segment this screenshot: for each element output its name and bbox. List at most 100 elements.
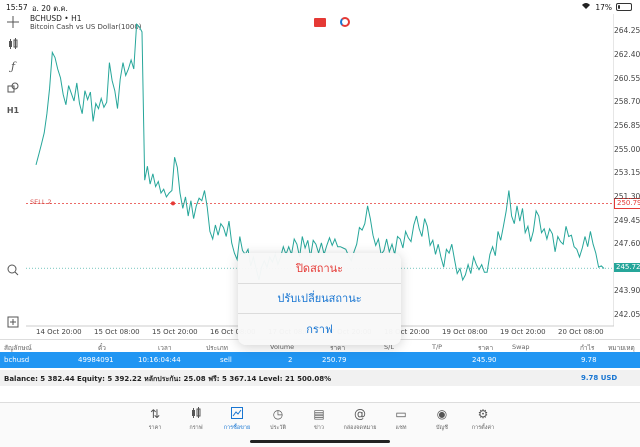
col-time: เวลา <box>158 344 172 352</box>
tab-mailbox-label: กล่องจดหมาย <box>343 425 377 431</box>
bid-price-tag: 245.72 <box>614 263 640 273</box>
price-axis-tick: 264.25 <box>614 26 640 36</box>
add-indicator-icon[interactable] <box>6 316 20 330</box>
tab-chart[interactable]: กราฟ <box>176 407 216 432</box>
tab-chat[interactable]: ▭ แชท <box>381 407 421 432</box>
mailbox-icon: @ <box>354 407 366 421</box>
time-axis-tick: 15 Oct 20:00 <box>152 328 198 336</box>
candlestick-type-icon[interactable] <box>6 38 20 52</box>
col-price: ราคา <box>478 344 494 352</box>
tab-news-label: ข่าว <box>314 425 324 431</box>
time-axis-tick: 19 Oct 20:00 <box>500 328 546 336</box>
tab-history-label: ประวัติ <box>269 425 287 431</box>
tab-account-label: บัญชี <box>436 425 448 431</box>
sell-level-label: SELL 2 <box>30 198 52 207</box>
price-axis-tick: 251.30 <box>614 191 640 201</box>
price-axis-tick: 260.55 <box>614 73 640 83</box>
objects-icon[interactable] <box>6 82 20 96</box>
price-axis-tick: 247.60 <box>614 239 640 249</box>
menu-close-position[interactable]: ปิดสถานะ <box>238 253 401 284</box>
col-comment: หมายเหตุ <box>608 344 635 352</box>
tab-trade-label: การซื้อขาย <box>223 425 251 431</box>
status-date: อ. 20 ต.ค. <box>32 4 68 13</box>
one-click-trading-icon[interactable] <box>314 18 326 27</box>
quotes-icon: ⇅ <box>149 407 161 421</box>
battery-percent: 17% <box>595 2 612 12</box>
zoom-icon[interactable] <box>6 264 20 278</box>
sell-entry-marker <box>171 201 175 206</box>
row-price: 245.90 <box>472 356 497 364</box>
tab-trade[interactable]: การซื้อขาย <box>217 407 257 432</box>
col-tp: T/P <box>432 343 443 351</box>
menu-modify-position[interactable]: ปรับเปลี่ยนสถานะ <box>238 284 401 315</box>
row-type: sell <box>220 356 232 364</box>
time-axis-tick: 18 Oct 20:00 <box>384 328 430 336</box>
row-profit: 9.78 <box>581 356 597 364</box>
col-swap: Swap <box>512 343 530 351</box>
price-axis-tick: 255.00 <box>614 144 640 154</box>
total-profit: 9.78 USD <box>581 374 618 382</box>
chart-icon <box>176 407 216 422</box>
row-time: 10:16:04:44 <box>138 356 181 364</box>
col-profit: กำไร <box>580 344 595 352</box>
balance-text: Balance: 5 382.44 Equity: 5 392.22 หลักป… <box>4 375 332 383</box>
price-axis-tick: 253.15 <box>614 168 640 178</box>
row-ticket: 49984091 <box>78 356 114 364</box>
battery-icon <box>616 3 632 11</box>
chat-icon: ▭ <box>395 407 407 421</box>
wifi-icon <box>581 2 591 12</box>
crosshair-icon[interactable] <box>6 16 20 30</box>
time-axis-tick: 15 Oct 08:00 <box>94 328 140 336</box>
indicators-icon[interactable]: ƒ <box>10 60 16 73</box>
trade-icon <box>217 407 257 422</box>
price-axis-tick: 243.90 <box>614 286 640 296</box>
price-axis-tick: 262.40 <box>614 49 640 59</box>
price-axis-tick: 258.70 <box>614 97 640 107</box>
col-volume: Volume <box>270 343 295 351</box>
col-sl: S/L <box>384 343 394 351</box>
tab-history[interactable]: ◷ ประวัติ <box>258 407 298 432</box>
tab-mailbox[interactable]: @ กล่องจดหมาย <box>340 407 380 432</box>
price-axis-tick: 249.45 <box>614 215 640 225</box>
tab-account[interactable]: ◉ บัญชี <box>422 407 462 432</box>
home-indicator <box>250 440 390 443</box>
col-type: ประเภท <box>206 344 228 352</box>
price-axis-tick: 242.05 <box>614 310 640 320</box>
col-symbol: สัญลักษณ์ <box>4 344 32 352</box>
time-axis-tick: 20 Oct 08:00 <box>558 328 604 336</box>
timeframe-h1-icon[interactable]: H1 <box>6 106 20 115</box>
time-axis-tick: 14 Oct 20:00 <box>36 328 82 336</box>
symbol-subtitle: Bitcoin Cash vs US Dollar(1000) <box>30 23 142 31</box>
account-summary: Balance: 5 382.44 Equity: 5 392.22 หลักป… <box>0 370 640 386</box>
symbol-title: BCHUSD • H1 <box>30 14 82 23</box>
time-axis-tick: 16 Oct 08:00 <box>210 328 256 336</box>
bottom-tab-bar: ⇅ ราคา กราฟ การซื้อขาย ◷ ประวัติ ▤ ข่าว … <box>0 402 640 447</box>
chart-mode-icon[interactable] <box>340 17 350 27</box>
position-row[interactable]: bchusd 49984091 10:16:04:44 sell 2 250.7… <box>0 352 640 368</box>
menu-chart[interactable]: กราฟ <box>306 323 333 337</box>
row-volume: 2 <box>288 356 293 364</box>
status-bar: 15:57 อ. 20 ต.ค. 17% <box>0 0 640 14</box>
tab-quotes-label: ราคา <box>148 425 162 431</box>
news-icon: ▤ <box>313 407 325 421</box>
row-open-price: 250.79 <box>322 356 347 364</box>
col-open-price: ราคา <box>330 344 346 352</box>
tab-settings[interactable]: ⚙ การตั้งค่า <box>463 407 503 432</box>
tab-chart-label: กราฟ <box>189 425 203 431</box>
settings-icon: ⚙ <box>477 407 489 421</box>
tab-news[interactable]: ▤ ข่าว <box>299 407 339 432</box>
col-ticket: ตั๋ว <box>98 344 106 352</box>
tab-quotes[interactable]: ⇅ ราคา <box>135 407 175 432</box>
history-icon: ◷ <box>272 407 284 421</box>
chart-toolbar: ƒ H1 <box>0 14 26 334</box>
sell-price-tag: 250.79 <box>614 198 640 210</box>
price-axis-tick: 256.85 <box>614 120 640 130</box>
status-right: 17% <box>581 2 632 12</box>
price-series-line <box>35 23 605 282</box>
row-symbol: bchusd <box>4 356 30 364</box>
position-context-menu: ปิดสถานะ ปรับเปลี่ยนสถานะ กราฟ <box>238 253 401 345</box>
tab-settings-label: การตั้งค่า <box>471 425 495 431</box>
tab-chat-label: แชท <box>395 425 407 431</box>
status-time: 15:57 <box>6 3 28 12</box>
time-axis-tick: 19 Oct 08:00 <box>442 328 488 336</box>
